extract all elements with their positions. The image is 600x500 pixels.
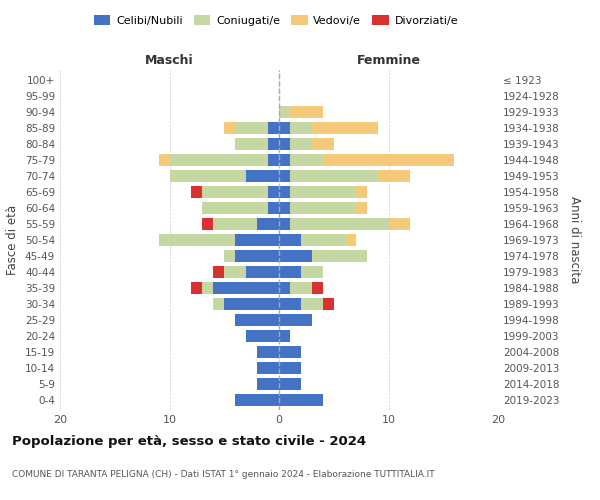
Bar <box>279 394 323 406</box>
Bar <box>301 266 323 278</box>
Bar <box>158 234 235 246</box>
Bar <box>312 138 334 150</box>
Bar <box>279 298 301 310</box>
Bar <box>279 138 290 150</box>
Bar <box>202 186 268 198</box>
Bar <box>170 154 268 166</box>
Bar <box>235 122 268 134</box>
Bar <box>224 122 235 134</box>
Bar <box>290 186 356 198</box>
Bar <box>268 138 279 150</box>
Bar <box>202 282 214 294</box>
Bar <box>235 138 268 150</box>
Bar <box>301 298 323 310</box>
Bar <box>224 298 279 310</box>
Bar <box>202 202 268 214</box>
Bar <box>279 266 301 278</box>
Bar <box>279 122 290 134</box>
Bar <box>224 266 246 278</box>
Bar <box>246 170 279 182</box>
Bar <box>301 234 344 246</box>
Bar <box>279 314 312 326</box>
Bar <box>257 346 279 358</box>
Text: Femmine: Femmine <box>356 54 421 67</box>
Text: Maschi: Maschi <box>145 54 194 67</box>
Text: Popolazione per età, sesso e stato civile - 2024: Popolazione per età, sesso e stato civil… <box>12 435 366 448</box>
Bar <box>191 186 202 198</box>
Bar <box>257 218 279 230</box>
Bar <box>323 298 334 310</box>
Bar <box>158 154 169 166</box>
Bar <box>214 298 224 310</box>
Bar <box>312 250 367 262</box>
Y-axis label: Fasce di età: Fasce di età <box>7 205 19 275</box>
Bar <box>323 154 454 166</box>
Bar <box>279 378 301 390</box>
Bar <box>214 218 257 230</box>
Bar <box>246 266 279 278</box>
Bar <box>191 282 202 294</box>
Bar <box>312 282 323 294</box>
Bar <box>268 186 279 198</box>
Bar <box>290 282 312 294</box>
Bar <box>279 330 290 342</box>
Bar <box>279 202 290 214</box>
Bar <box>279 186 290 198</box>
Bar <box>268 202 279 214</box>
Bar <box>279 154 290 166</box>
Bar <box>279 346 301 358</box>
Bar <box>214 282 279 294</box>
Bar <box>224 250 235 262</box>
Bar <box>279 362 301 374</box>
Bar <box>235 394 279 406</box>
Bar <box>202 218 214 230</box>
Bar <box>235 250 279 262</box>
Bar <box>290 218 389 230</box>
Bar <box>389 218 410 230</box>
Bar <box>257 378 279 390</box>
Legend: Celibi/Nubili, Coniugati/e, Vedovi/e, Divorziati/e: Celibi/Nubili, Coniugati/e, Vedovi/e, Di… <box>89 10 463 30</box>
Bar <box>257 362 279 374</box>
Bar <box>356 186 367 198</box>
Bar <box>290 138 312 150</box>
Bar <box>279 170 290 182</box>
Bar <box>279 282 290 294</box>
Bar <box>377 170 410 182</box>
Bar <box>235 314 279 326</box>
Bar <box>290 154 323 166</box>
Bar <box>290 106 323 118</box>
Bar <box>279 234 301 246</box>
Text: COMUNE DI TARANTA PELIGNA (CH) - Dati ISTAT 1° gennaio 2024 - Elaborazione TUTTI: COMUNE DI TARANTA PELIGNA (CH) - Dati IS… <box>12 470 434 479</box>
Bar <box>290 202 356 214</box>
Bar <box>246 330 279 342</box>
Y-axis label: Anni di nascita: Anni di nascita <box>568 196 581 284</box>
Bar <box>345 234 356 246</box>
Bar <box>356 202 367 214</box>
Bar <box>169 170 246 182</box>
Bar <box>268 122 279 134</box>
Bar <box>312 122 377 134</box>
Bar <box>235 234 279 246</box>
Bar <box>279 218 290 230</box>
Bar <box>279 106 290 118</box>
Bar <box>279 250 312 262</box>
Bar <box>290 122 312 134</box>
Bar <box>214 266 224 278</box>
Bar <box>290 170 377 182</box>
Bar <box>268 154 279 166</box>
